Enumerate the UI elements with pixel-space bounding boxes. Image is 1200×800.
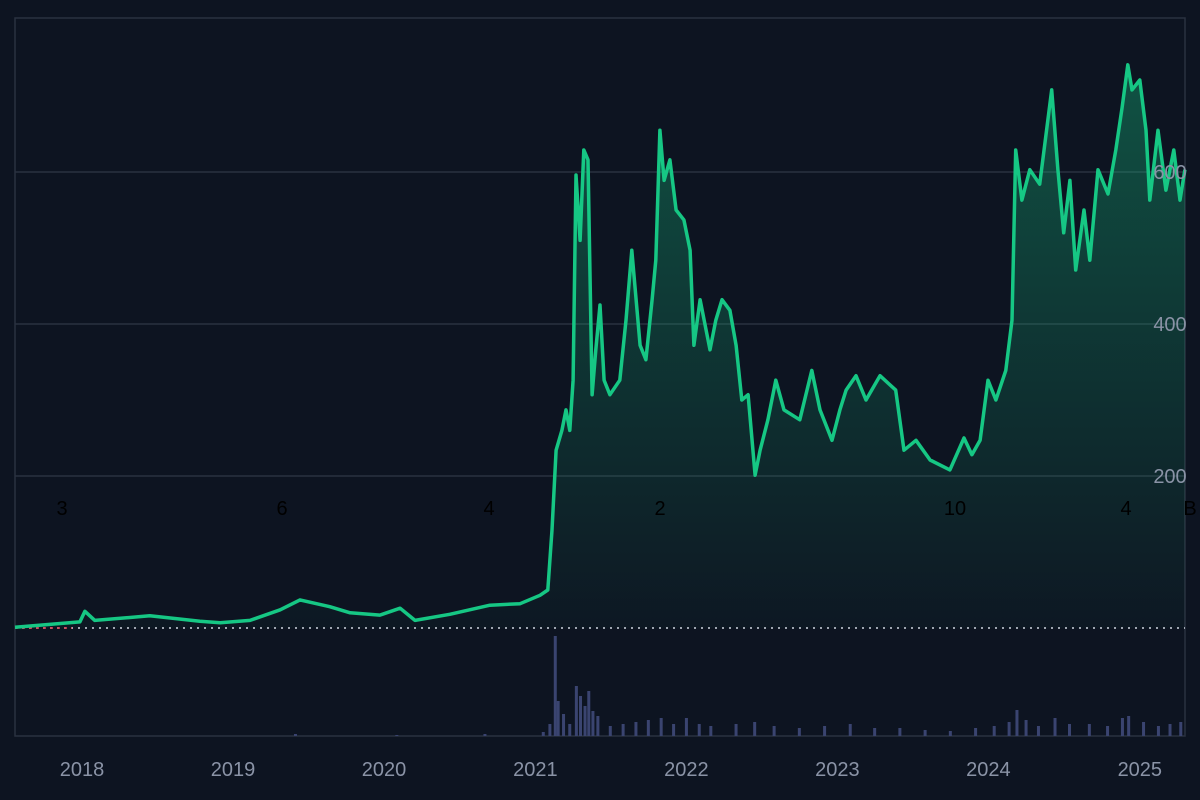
x-tick-label: 2025 [1118, 759, 1163, 781]
volume-bar [556, 701, 560, 736]
volume-bar [293, 734, 297, 736]
volume-bar [974, 728, 978, 736]
volume-bar [634, 722, 638, 736]
x-tick-label: 2018 [60, 759, 105, 781]
volume-bar [591, 711, 595, 736]
volume-bar [562, 714, 566, 736]
volume-bar [395, 735, 399, 736]
volume-bar [672, 724, 676, 736]
volume-bar [1053, 718, 1057, 736]
volume-bar [553, 636, 557, 736]
chart-annotation: 4 [483, 498, 494, 520]
volume-bar [587, 691, 591, 736]
volume-bar [1156, 726, 1160, 736]
volume-bar [1015, 710, 1019, 736]
volume-bar [1142, 722, 1146, 736]
chart-annotation: 6 [276, 498, 287, 520]
volume-bar [596, 716, 600, 736]
volume-bar [992, 726, 996, 736]
price-line [14, 63, 1187, 629]
volume-bar [1087, 724, 1091, 736]
volume-bar [848, 724, 852, 736]
volume-bar [1120, 718, 1124, 736]
volume-bar [1179, 722, 1183, 736]
chart-annotation: 2 [654, 498, 665, 520]
x-tick-label: 2021 [513, 759, 558, 781]
volume-bar [734, 724, 738, 736]
volume-bar [659, 718, 663, 736]
volume-bar [1036, 726, 1040, 736]
volume-bar [1106, 726, 1110, 736]
volume-bar [948, 731, 952, 736]
price-area [15, 64, 1185, 629]
chart-annotation: 10 [944, 498, 966, 520]
chart-annotation: 4 [1120, 498, 1131, 520]
x-tick-label: 2023 [815, 759, 860, 781]
x-tick-label: 2024 [966, 759, 1011, 781]
volume-bar [621, 724, 625, 736]
volume-bar [923, 730, 927, 736]
volume-bar [1127, 716, 1131, 736]
volume-bar [873, 728, 877, 736]
volume-bar [898, 728, 902, 736]
volume-bar [1024, 720, 1028, 736]
volume-bar [548, 724, 552, 736]
volume-bar [568, 724, 572, 736]
volume-bar [608, 726, 612, 736]
chart-annotation: B [1183, 498, 1196, 520]
volume-bar [483, 734, 487, 736]
volume-bar [1168, 724, 1172, 736]
volume-bar [823, 726, 827, 736]
x-tick-label: 2019 [211, 759, 256, 781]
volume-bar [697, 724, 701, 736]
volume-bar [541, 732, 545, 736]
plot-frame [14, 17, 1186, 737]
volume-bar [684, 718, 688, 736]
y-tick-label: 200 [1153, 466, 1186, 488]
volume-bar [709, 726, 713, 736]
x-tick-label: 2022 [664, 759, 709, 781]
y-tick-label: 600 [1153, 162, 1186, 184]
y-tick-label: 400 [1153, 314, 1186, 336]
volume-bar [574, 686, 578, 736]
volume-bar [772, 726, 776, 736]
volume-bar [797, 728, 801, 736]
volume-bar [579, 696, 583, 736]
chart-annotation: 3 [56, 498, 67, 520]
volume-bar [1067, 724, 1071, 736]
volume-bar [753, 722, 757, 736]
volume-bar [583, 706, 587, 736]
x-tick-label: 2020 [362, 759, 407, 781]
volume-bar [646, 720, 650, 736]
volume-bar [1007, 722, 1011, 736]
